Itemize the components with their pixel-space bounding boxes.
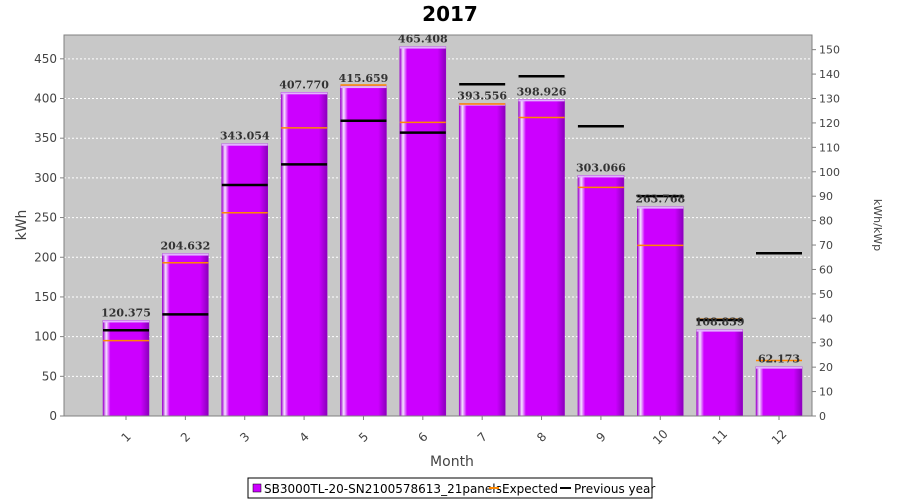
y-tick-label: 250 [34,211,57,225]
x-tick-label: 8 [534,430,549,445]
y-axis-ticks: 0 50 100 150 200 250 300 350 400 450 [34,52,64,423]
y2-tick-label: 60 [819,263,833,276]
bar-value-label: 407.770 [279,78,329,91]
bar-top-highlight [637,206,684,209]
x-tick-label: 1 [119,430,134,445]
x-tick-label: 11 [709,427,730,448]
y-tick-label: 150 [34,290,57,304]
bar [458,103,506,417]
bar [340,85,387,417]
bar [162,253,209,417]
legend: SB3000TL-20-SN2100578613_21panels Expect… [247,477,655,499]
bar [637,206,684,417]
bar-top-highlight [162,253,209,256]
bar-value-label: 393.556 [457,90,507,103]
x-tick-label: 3 [237,430,252,445]
bar [577,175,625,417]
bar-value-label: 415.659 [339,72,389,85]
y2-tick-label: 0 [819,410,826,423]
y-axis-label: kWh [14,210,30,241]
bars [102,46,803,417]
y-tick-label: 450 [34,52,57,66]
bar [696,329,743,417]
y2-tick-label: 40 [819,312,833,325]
y2-tick-label: 100 [819,166,840,179]
y2-tick-label: 110 [819,141,840,154]
x-tick-label: 7 [475,430,490,445]
y2-tick-label: 150 [819,44,840,57]
y-tick-label: 50 [42,369,57,383]
y-tick-label: 100 [34,330,57,344]
bar [102,320,150,417]
x-tick-label: 2 [178,430,193,445]
bar-top-highlight [577,175,624,178]
y2-tick-label: 140 [819,68,840,81]
y2-tick-label: 10 [819,386,833,399]
y2-tick-label: 30 [819,337,833,350]
x-tick-label: 4 [297,430,312,445]
bar-value-label: 465.408 [398,33,448,46]
y2-tick-label: 120 [819,117,840,130]
y2-tick-label: 20 [819,361,833,374]
y2-tick-label: 50 [819,288,833,301]
bar-top-highlight [696,329,743,332]
bar-top-highlight [221,143,268,146]
bar [755,366,803,417]
legend-box [247,477,653,499]
x-tick-label: 10 [650,427,671,448]
bar-value-label: 398.926 [517,85,567,98]
x-axis-label: Month [430,454,474,470]
x-tick-label: 9 [593,430,608,445]
y-tick-label: 400 [34,92,57,106]
y2-tick-label: 90 [819,190,833,203]
y2-tick-label: 80 [819,215,833,228]
bar-value-label: 303.066 [576,161,626,174]
legend-entry-bar: SB3000TL-20-SN2100578613_21panels [264,482,502,496]
bar [221,143,268,417]
y2-axis-ticks: 0 10 20 30 40 50 60 70 80 90 100 110 120 130 140 150 [812,44,840,423]
x-axis-ticks: 1 2 3 4 5 6 7 8 9 10 11 12 [119,416,790,448]
bar [518,99,565,417]
y2-tick-label: 130 [819,93,840,106]
bar [280,92,328,417]
markers [103,75,802,362]
y2-axis-label: kWh/kWp [871,199,884,251]
x-tick-label: 5 [356,430,371,445]
legend-entry-previous: Previous year [574,482,655,496]
y2-tick-label: 70 [819,239,833,252]
bar-value-label: 343.054 [220,130,270,143]
bar-value-label: 204.632 [160,240,210,253]
y-tick-label: 200 [34,250,57,264]
bar-top-highlight [756,366,802,369]
bar-top-highlight [281,92,328,95]
bar-value-label: 108.839 [695,316,745,329]
legend-swatch-bar [252,483,262,493]
x-tick-label: 12 [769,427,790,448]
bar-value-label: 120.375 [101,306,151,319]
bar-top-highlight [518,99,565,102]
bar-labels: 120.375 204.632 343.054 407.770 415.659 465.4… [101,33,800,366]
bar-top-highlight [399,46,446,49]
legend-entry-expected: Expected [502,482,558,496]
bar-top-highlight [103,320,149,323]
bar [399,46,447,417]
bar-top-highlight [340,86,387,89]
y-tick-label: 0 [49,409,57,423]
y-tick-label: 350 [34,131,57,145]
bar-value-label: 62.173 [758,353,800,366]
x-tick-label: 6 [415,430,430,445]
chart-title: 2017 [422,2,478,26]
bar-value-label: 263.768 [635,193,685,206]
y-tick-label: 300 [34,171,57,185]
